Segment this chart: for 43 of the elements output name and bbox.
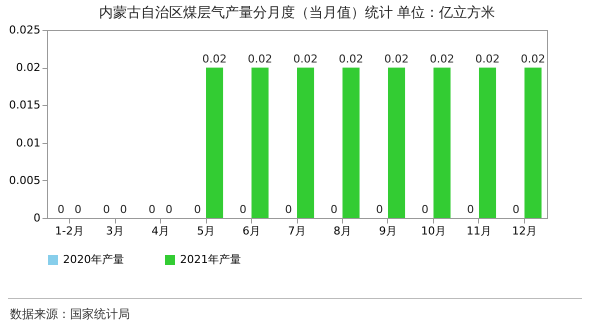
source-note: 数据来源：国家统计局: [10, 306, 130, 323]
y-tick-label: 0.02: [16, 61, 40, 74]
data-label: 0.02: [293, 52, 318, 66]
chart-title: 内蒙古自治区煤层气产量分月度（当月值）统计 单位：亿立方米: [98, 5, 496, 21]
data-label: 0: [421, 203, 428, 216]
data-label: 0.02: [520, 52, 546, 66]
x-tick-label: 12月: [512, 224, 537, 238]
data-label: 0: [466, 203, 474, 216]
data-label: 0: [284, 203, 292, 216]
data-label: 0: [330, 203, 338, 216]
y-tick-label: 0.025: [9, 24, 40, 36]
data-label: 0: [376, 203, 383, 216]
data-label: 0: [148, 203, 156, 216]
data-label: 0: [239, 203, 246, 216]
data-label: 0: [120, 203, 128, 216]
y-tick-label: 0: [34, 212, 40, 224]
data-label: 0.02: [338, 52, 364, 66]
x-tick-label: 8月: [333, 224, 352, 238]
y-tick-label: 0.015: [9, 98, 40, 112]
data-label: 0.02: [384, 52, 409, 66]
data-label: 0.02: [430, 52, 454, 66]
x-tick-label: 11月: [466, 224, 492, 238]
data-label: 0: [166, 203, 173, 216]
y-tick-label: 0.01: [16, 136, 40, 150]
x-tick-label: 6月: [242, 224, 261, 238]
x-tick-label: 4月: [152, 224, 170, 238]
x-tick-label: 9月: [378, 224, 397, 238]
x-tick-label: 1-2月: [55, 224, 84, 238]
data-label: 0: [512, 203, 520, 216]
x-tick-label: 7月: [288, 224, 306, 238]
data-label: 0: [194, 203, 201, 216]
x-tick-label: 5月: [197, 224, 216, 238]
data-label: 0: [74, 203, 82, 216]
x-tick-label: 3月: [106, 224, 124, 238]
data-label: 0.02: [248, 52, 272, 66]
data-label: 0: [102, 203, 110, 216]
data-label: 0: [57, 203, 64, 216]
x-tick-label: 10月: [420, 224, 446, 238]
legend-label: 2020年产量: [63, 253, 124, 266]
y-tick-label: 0.005: [9, 174, 40, 187]
data-label: 0.02: [475, 52, 500, 66]
data-label: 0.02: [202, 52, 227, 66]
legend-label: 2021年产量: [180, 253, 241, 266]
